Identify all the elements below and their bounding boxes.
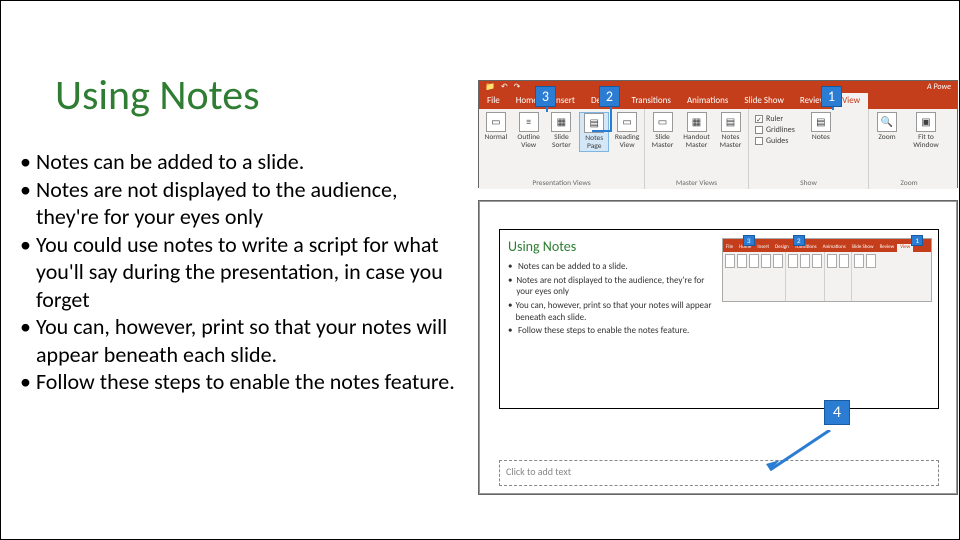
list-item: •You could use notes to write a script f… <box>20 231 460 314</box>
notes-icon: ▤ <box>811 112 831 132</box>
bullet-list: •Notes can be added to a slide. •Notes a… <box>20 148 460 396</box>
btn-handout-master[interactable]: ▦Handout Master <box>681 112 712 150</box>
notes-master-icon: ▤ <box>721 112 741 132</box>
list-item: •Follow these steps to enable the notes … <box>20 368 460 396</box>
group-label: Zoom <box>871 178 947 188</box>
mini-callout: 2 <box>793 235 805 246</box>
fit-window-icon: ▣ <box>916 112 936 132</box>
thumbnail-bullets: •Notes can be added to a slide. •Notes a… <box>508 261 718 337</box>
list-item: •You can, however, print so that your no… <box>20 313 460 368</box>
undo-icon: ↶ <box>501 82 508 92</box>
group-label: Show <box>751 178 866 188</box>
notes-text-placeholder[interactable]: Click to add text <box>499 460 939 486</box>
checkbox-icon: ✓ <box>755 115 763 123</box>
checkbox-icon <box>755 137 763 145</box>
btn-notes[interactable]: ▤Notes <box>803 112 839 178</box>
callout-3: 3 <box>535 86 556 107</box>
thumb-bullet: Notes are not displayed to the audience,… <box>516 275 718 298</box>
thumbnail-ribbon: FileHomeInsertDesignTransitionsAnimation… <box>722 238 932 302</box>
group-zoom: 🔍Zoom ▣Fit to Window Zoom <box>869 109 949 189</box>
bullet-text: You could use notes to write a script fo… <box>36 231 460 314</box>
zoom-icon: 🔍 <box>877 112 897 132</box>
arrow-line <box>610 104 612 130</box>
tab-file[interactable]: File <box>479 93 508 109</box>
callout-4: 4 <box>824 400 850 425</box>
check-ruler[interactable]: ✓Ruler <box>755 114 795 124</box>
notes-slide-thumbnail: Using Notes •Notes can be added to a sli… <box>499 229 939 409</box>
normal-icon: ▭ <box>486 112 506 132</box>
arrow-4-icon <box>760 430 840 480</box>
check-gridlines[interactable]: Gridlines <box>755 125 795 135</box>
btn-fit-window[interactable]: ▣Fit to Window <box>906 112 946 150</box>
group-label: Master Views <box>647 178 746 188</box>
app-title-hint: A Powe <box>927 82 951 92</box>
bullet-text: Follow these steps to enable the notes f… <box>36 368 460 396</box>
group-label: Presentation Views <box>481 178 642 188</box>
thumb-bullet: Notes can be added to a slide. <box>518 261 628 273</box>
bullet-text: Notes are not displayed to the audience,… <box>36 176 460 231</box>
arrow-line <box>592 130 612 132</box>
thumbnail-title: Using Notes <box>508 238 718 255</box>
mini-callout: 1 <box>911 235 923 246</box>
sorter-icon: ▦ <box>551 112 571 132</box>
save-icon: 📁 <box>485 82 495 92</box>
check-guides[interactable]: Guides <box>755 136 795 146</box>
bullet-text: Notes can be added to a slide. <box>36 148 460 176</box>
group-show: ✓Ruler Gridlines Guides ▤Notes Show <box>749 109 869 189</box>
btn-outline-view[interactable]: ≡Outline View <box>514 112 544 150</box>
redo-icon: ↷ <box>514 82 521 92</box>
tab-transitions[interactable]: Transitions <box>624 93 679 109</box>
reading-icon: ▭ <box>617 112 637 132</box>
group-presentation-views: ▭Normal ≡Outline View ▦Slide Sorter ▤Not… <box>479 109 645 189</box>
btn-zoom[interactable]: 🔍Zoom <box>871 112 903 142</box>
tab-slideshow[interactable]: Slide Show <box>736 93 792 109</box>
slide-master-icon: ▭ <box>653 112 673 132</box>
checkbox-icon <box>755 126 763 134</box>
btn-normal[interactable]: ▭Normal <box>481 112 511 142</box>
thumb-bullet: Follow these steps to enable the notes f… <box>518 325 689 337</box>
ribbon-body: ▭Normal ≡Outline View ▦Slide Sorter ▤Not… <box>479 109 957 189</box>
mini-callout: 3 <box>743 235 755 246</box>
btn-notes-master[interactable]: ▤Notes Master <box>715 112 746 150</box>
btn-reading-view[interactable]: ▭Reading View <box>612 112 642 150</box>
bullet-text: You can, however, print so that your not… <box>36 313 460 368</box>
tab-animations[interactable]: Animations <box>679 93 736 109</box>
callout-2: 2 <box>599 86 620 107</box>
handout-master-icon: ▦ <box>687 112 707 132</box>
page-title: Using Notes <box>55 70 260 121</box>
notes-page-preview: Using Notes •Notes can be added to a sli… <box>478 200 958 495</box>
outline-icon: ≡ <box>519 112 539 132</box>
group-master-views: ▭Slide Master ▦Handout Master ▤Notes Mas… <box>645 109 749 189</box>
btn-slide-master[interactable]: ▭Slide Master <box>647 112 678 150</box>
thumb-bullet: You can, however, print so that your not… <box>516 300 718 323</box>
list-item: •Notes can be added to a slide. <box>20 148 460 176</box>
btn-slide-sorter[interactable]: ▦Slide Sorter <box>547 112 577 150</box>
list-item: •Notes are not displayed to the audience… <box>20 176 460 231</box>
callout-1: 1 <box>821 86 842 107</box>
